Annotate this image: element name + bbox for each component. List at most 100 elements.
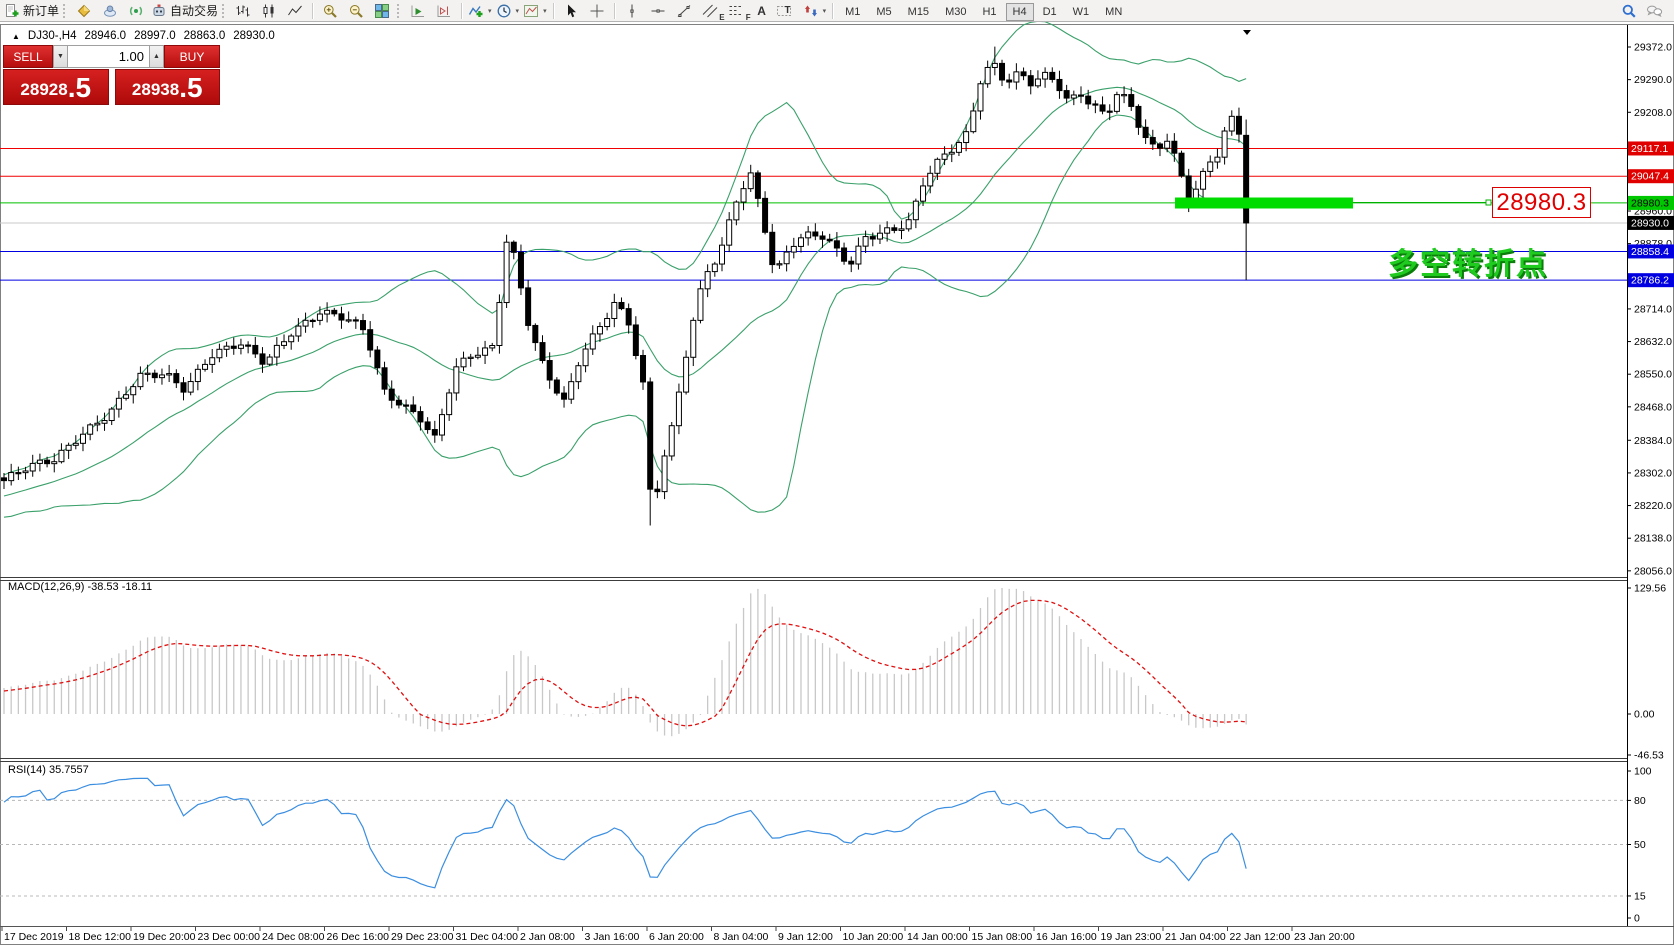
time-tick-label: 15 Jan 08:00 — [972, 931, 1033, 943]
price-line-label: 28786.2 — [1631, 275, 1669, 287]
toolbar-separator — [312, 2, 314, 19]
buy-price-button[interactable]: 28938.5 — [114, 69, 220, 105]
price-callout[interactable]: 28980.3 — [1492, 187, 1591, 218]
auto-scroll-button[interactable] — [405, 1, 431, 21]
dropdown-caret-icon[interactable]: ▾ — [488, 7, 492, 15]
bar-chart-button[interactable] — [230, 1, 256, 21]
cursor-button[interactable] — [558, 1, 584, 21]
new-order-button[interactable]: 新订单 — [2, 1, 61, 21]
new-order-label: 新订单 — [23, 4, 60, 18]
timeframe-button-M5[interactable]: M5 — [876, 5, 892, 18]
bar-chart-icon — [236, 5, 250, 16]
time-axis[interactable]: 17 Dec 2019 18 Dec 12:00 19 Dec 20:00 23 De… — [1, 927, 1355, 943]
text-button[interactable]: A — [749, 1, 775, 21]
templates-icon — [524, 4, 539, 17]
price-tick-label: 129.56 — [1634, 583, 1666, 595]
sell-button[interactable]: SELL — [3, 45, 53, 68]
price-tick-label: 28220.0 — [1634, 500, 1672, 512]
turning-point-annotation[interactable]: 多空转折点 — [1388, 248, 1548, 281]
timeframe-button-H1[interactable]: H1 — [982, 5, 997, 18]
line-chart-icon — [288, 5, 302, 15]
price-line-label: 29117.1 — [1631, 143, 1668, 155]
highlight-zone[interactable] — [1175, 197, 1353, 209]
dropdown-caret-icon[interactable]: ▾ — [515, 7, 520, 15]
price-axis[interactable]: 29372.029290.029208.028960.028878.028714… — [1627, 42, 1674, 925]
timeframe-button-H4[interactable]: H4 — [1005, 2, 1034, 21]
zoom-out-button[interactable] — [343, 1, 369, 21]
price-tick-label: 28138.0 — [1634, 533, 1672, 545]
fibonacci-icon — [729, 5, 743, 15]
volume-increase-button[interactable]: ▲ — [149, 45, 164, 68]
trendline-icon — [677, 4, 690, 17]
horizontal-line-button[interactable] — [645, 1, 671, 21]
time-tick-label: 24 Dec 08:00 — [262, 931, 325, 943]
signals-icon — [129, 6, 143, 15]
sell-price-button[interactable]: 28928.5 — [3, 69, 109, 105]
timeframe-button-MN[interactable]: MN — [1105, 5, 1123, 18]
candlestick-chart-button[interactable] — [256, 1, 282, 21]
search-icon — [1622, 4, 1636, 18]
time-tick-label: 3 Jan 16:00 — [585, 931, 640, 943]
timeframe-group: M1 M5 M15 M30 H1 H4 D1 W1 MN — [837, 2, 1130, 21]
buy-button[interactable]: BUY — [164, 45, 220, 68]
panel-collapse-arrow[interactable]: ▲ — [12, 31, 20, 41]
line-chart-button[interactable] — [282, 1, 308, 21]
volume-input[interactable]: 1.00 — [68, 45, 149, 68]
dropdown-caret-icon[interactable]: ▾ — [543, 7, 547, 15]
fibonacci-letter: F — [745, 12, 751, 22]
timeframe-button-M30[interactable]: M30 — [945, 5, 967, 18]
zoom-in-button[interactable] — [317, 1, 343, 21]
timeframe-button-W1[interactable]: W1 — [1072, 5, 1090, 18]
toolbar-grip — [397, 3, 401, 18]
buy-price-main: 28938 — [131, 80, 180, 99]
auto-trading-button[interactable]: 自动交易 — [149, 1, 220, 21]
arrows-button[interactable]: ▾ — [801, 1, 829, 21]
cursor-icon — [567, 4, 576, 17]
timeframe-button-M1[interactable]: M1 — [845, 5, 861, 18]
macd-histogram — [3, 588, 1247, 737]
toolbar-separator — [552, 2, 554, 19]
fibonacci-button[interactable]: F — [723, 1, 751, 22]
label-letter: T — [784, 5, 791, 16]
chat-button[interactable] — [1642, 1, 1668, 21]
caret-down-icon: ▼ — [57, 53, 64, 60]
time-tick-label: 10 Jan 20:00 — [843, 931, 904, 943]
price-tick-label: 80 — [1634, 795, 1646, 807]
ohlc-high: 28997.0 — [134, 30, 176, 42]
one-click-trade-panel: SELL ▼ 1.00 ▲ BUY 28928.5 28938.5 — [3, 45, 220, 105]
toolbar: 新订单 自动交易 — [0, 0, 1674, 22]
templates-button[interactable]: ▾ — [521, 1, 549, 21]
chart-shift-icon — [437, 5, 451, 17]
crosshair-button[interactable] — [584, 1, 610, 21]
timeframe-button-M15[interactable]: M15 — [907, 5, 930, 18]
indicators-button[interactable]: ▾ — [466, 1, 494, 21]
price-tick-label: 29208.0 — [1634, 107, 1672, 119]
vps-button[interactable] — [97, 1, 123, 21]
market-button[interactable] — [71, 1, 97, 21]
text-label-button[interactable]: T — [775, 1, 801, 21]
chart-shift-button[interactable] — [431, 1, 457, 21]
vertical-line-button[interactable] — [619, 1, 645, 21]
price-tick-label: -46.53 — [1634, 750, 1664, 762]
search-button[interactable] — [1616, 1, 1642, 21]
equidistant-channel-button[interactable]: E — [697, 1, 725, 22]
price-tick-label: 28302.0 — [1634, 467, 1672, 479]
price-tick-label: 15 — [1634, 890, 1646, 902]
trendline-button[interactable] — [671, 1, 697, 21]
price-line-label: 29047.4 — [1631, 171, 1669, 183]
toolbar-grip — [63, 3, 67, 18]
buy-price-fraction: .5 — [179, 72, 203, 103]
time-tick-label: 19 Dec 20:00 — [133, 931, 196, 943]
timeframe-button-D1[interactable]: D1 — [1042, 5, 1057, 18]
periods-button[interactable]: ▾ — [494, 1, 522, 21]
dropdown-caret-icon[interactable]: ▾ — [822, 7, 827, 15]
volume-decrease-button[interactable]: ▼ — [53, 45, 68, 68]
price-tick-label: 28384.0 — [1634, 435, 1672, 447]
tile-windows-button[interactable] — [369, 1, 395, 21]
toolbar-separator — [832, 2, 834, 19]
chat-icon — [1647, 5, 1663, 17]
clock-icon — [497, 4, 510, 17]
signals-button[interactable] — [123, 1, 149, 21]
